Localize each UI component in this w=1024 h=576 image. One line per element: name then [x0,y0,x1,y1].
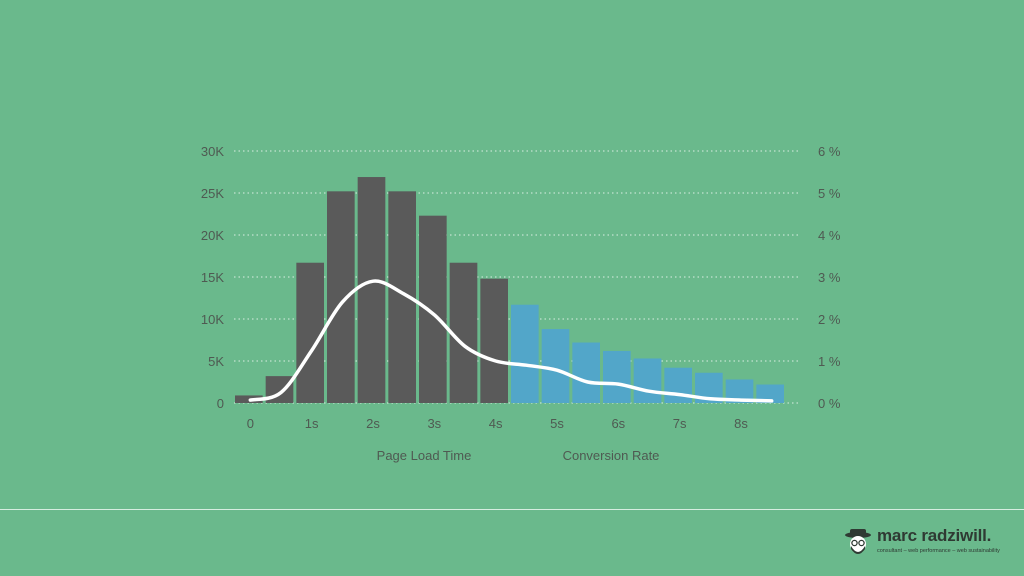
x-tick-label: 4s [489,416,503,431]
y-left-tick-label: 20K [201,228,224,243]
bar [633,358,662,403]
y-left-tick-label: 25K [201,186,224,201]
bar [664,367,692,403]
bar [572,342,600,403]
x-tick-label: 5s [550,416,564,431]
bars [235,177,784,403]
bar [541,329,570,403]
y-right-tick-label: 5 % [818,186,841,201]
bar [419,215,447,403]
y-left-tick-label: 30K [201,144,224,159]
legend-conversion-rate: Conversion Rate [563,448,660,463]
y-left-tick-label: 5K [208,354,224,369]
x-axis: 0 1s 2s 3s 4s 5s 6s 7s 8s [247,416,749,431]
bar [480,278,508,403]
bar [511,304,539,403]
y-right-tick-label: 0 % [818,396,841,411]
footer-divider [0,509,1024,510]
y-left-tick-label: 10K [201,312,224,327]
conversion-rate-line [248,279,774,403]
bar [449,262,478,403]
x-tick-label: 7s [673,416,687,431]
bearded-face-with-hat-icon [845,529,871,554]
x-tick-label: 3s [427,416,441,431]
bar [296,262,324,403]
y-right-tick-label: 2 % [818,312,841,327]
x-tick-label: 6s [611,416,625,431]
y-axis-left: 0 5K 10K 15K 20K 25K 30K [201,144,224,411]
x-tick-label: 2s [366,416,380,431]
bar [327,191,355,403]
y-left-tick-label: 15K [201,270,224,285]
bar [756,384,784,403]
y-right-tick-label: 6 % [818,144,841,159]
bar [725,379,754,403]
brand-logo: marc radziwill. consultant – web perform… [843,526,1018,560]
bar [357,177,386,403]
y-right-tick-label: 4 % [818,228,841,243]
x-tick-label: 1s [305,416,319,431]
x-tick-label: 0 [247,416,254,431]
brand-name: marc radziwill. [877,526,992,545]
chart: 0 5K 10K 15K 20K 25K 30K 0 % 1 % 2 % 3 % 4 % 5 % 6 %… [201,144,841,463]
y-axis-right: 0 % 1 % 2 % 3 % 4 % 5 % 6 % [818,144,841,411]
y-left-tick-label: 0 [217,396,224,411]
bar [603,350,631,403]
x-tick-label: 8s [734,416,748,431]
legend-page-load-time: Page Load Time [377,448,472,463]
y-right-tick-label: 1 % [818,354,841,369]
y-right-tick-label: 3 % [818,270,841,285]
brand-tagline: consultant – web performance – web susta… [877,548,1000,554]
